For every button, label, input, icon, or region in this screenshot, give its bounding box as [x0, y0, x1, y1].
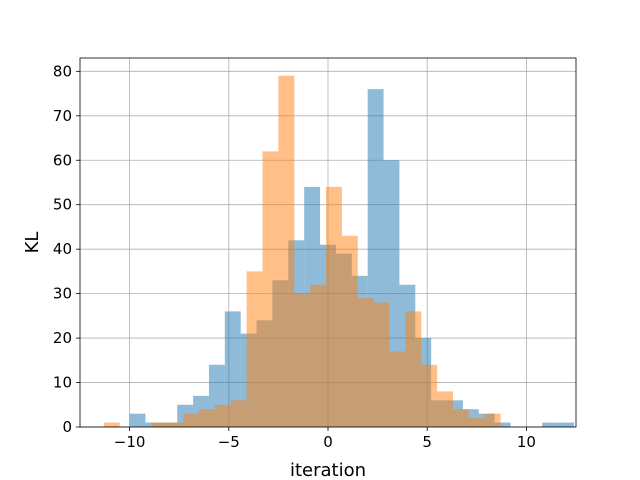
y-tick-label: 50 — [53, 196, 72, 214]
x-tick-label: 0 — [323, 433, 333, 451]
histogram-bar-series-2 — [183, 413, 200, 427]
histogram-bar-series-1 — [558, 422, 575, 427]
x-tick-label: 10 — [517, 433, 536, 451]
histogram-bar-series-2 — [103, 422, 120, 427]
histogram-bar-series-1 — [542, 422, 559, 427]
histogram-bar-series-2 — [214, 404, 231, 427]
y-tick-label: 70 — [53, 107, 72, 125]
y-tick-label: 60 — [53, 151, 72, 169]
axis-ticks: −10 −5 0 5 10 0 10 20 30 40 50 60 70 80 — [53, 62, 536, 451]
histogram-bar-series-2 — [326, 186, 342, 427]
y-tick-label: 10 — [53, 374, 72, 392]
histogram-bar-series-1 — [494, 422, 511, 427]
histogram-bar-series-2 — [230, 400, 247, 427]
histogram-bar-series-2 — [357, 298, 374, 427]
x-tick-label: −5 — [218, 433, 240, 451]
histogram-bar-series-2 — [151, 422, 168, 427]
histogram-bar-series-2 — [246, 271, 263, 427]
histogram-bar-series-2 — [389, 351, 406, 427]
histogram-bar-series-2 — [167, 422, 184, 427]
histogram-bar-series-2 — [437, 391, 453, 427]
histogram-bar-series-2 — [468, 418, 485, 427]
x-tick-label: −10 — [114, 433, 146, 451]
histogram-bar-series-2 — [278, 75, 295, 427]
y-tick-label: 40 — [53, 240, 72, 258]
histogram-bar-series-2 — [310, 284, 327, 427]
y-tick-label: 80 — [53, 62, 72, 80]
histogram-bar-series-2 — [294, 293, 311, 427]
histogram-bar-series-2 — [262, 151, 279, 427]
histogram-bar-series-2 — [484, 413, 501, 427]
histogram-bar-series-2 — [341, 235, 358, 427]
histogram-bar-series-1 — [224, 311, 241, 427]
histogram-bar-series-2 — [421, 364, 438, 427]
histogram-bar-series-1 — [129, 413, 146, 427]
histogram-bar-series-2 — [199, 409, 215, 427]
y-tick-label: 20 — [53, 329, 72, 347]
y-axis-label: KL — [22, 232, 43, 254]
histogram-bars — [103, 75, 575, 428]
y-tick-label: 0 — [62, 418, 72, 436]
x-tick-label: 5 — [422, 433, 432, 451]
x-axis-label: iteration — [290, 460, 366, 480]
histogram-bar-series-2 — [373, 302, 390, 427]
histogram-bar-series-2 — [452, 409, 469, 427]
y-tick-label: 30 — [53, 285, 72, 303]
histogram-bar-series-2 — [405, 311, 422, 427]
